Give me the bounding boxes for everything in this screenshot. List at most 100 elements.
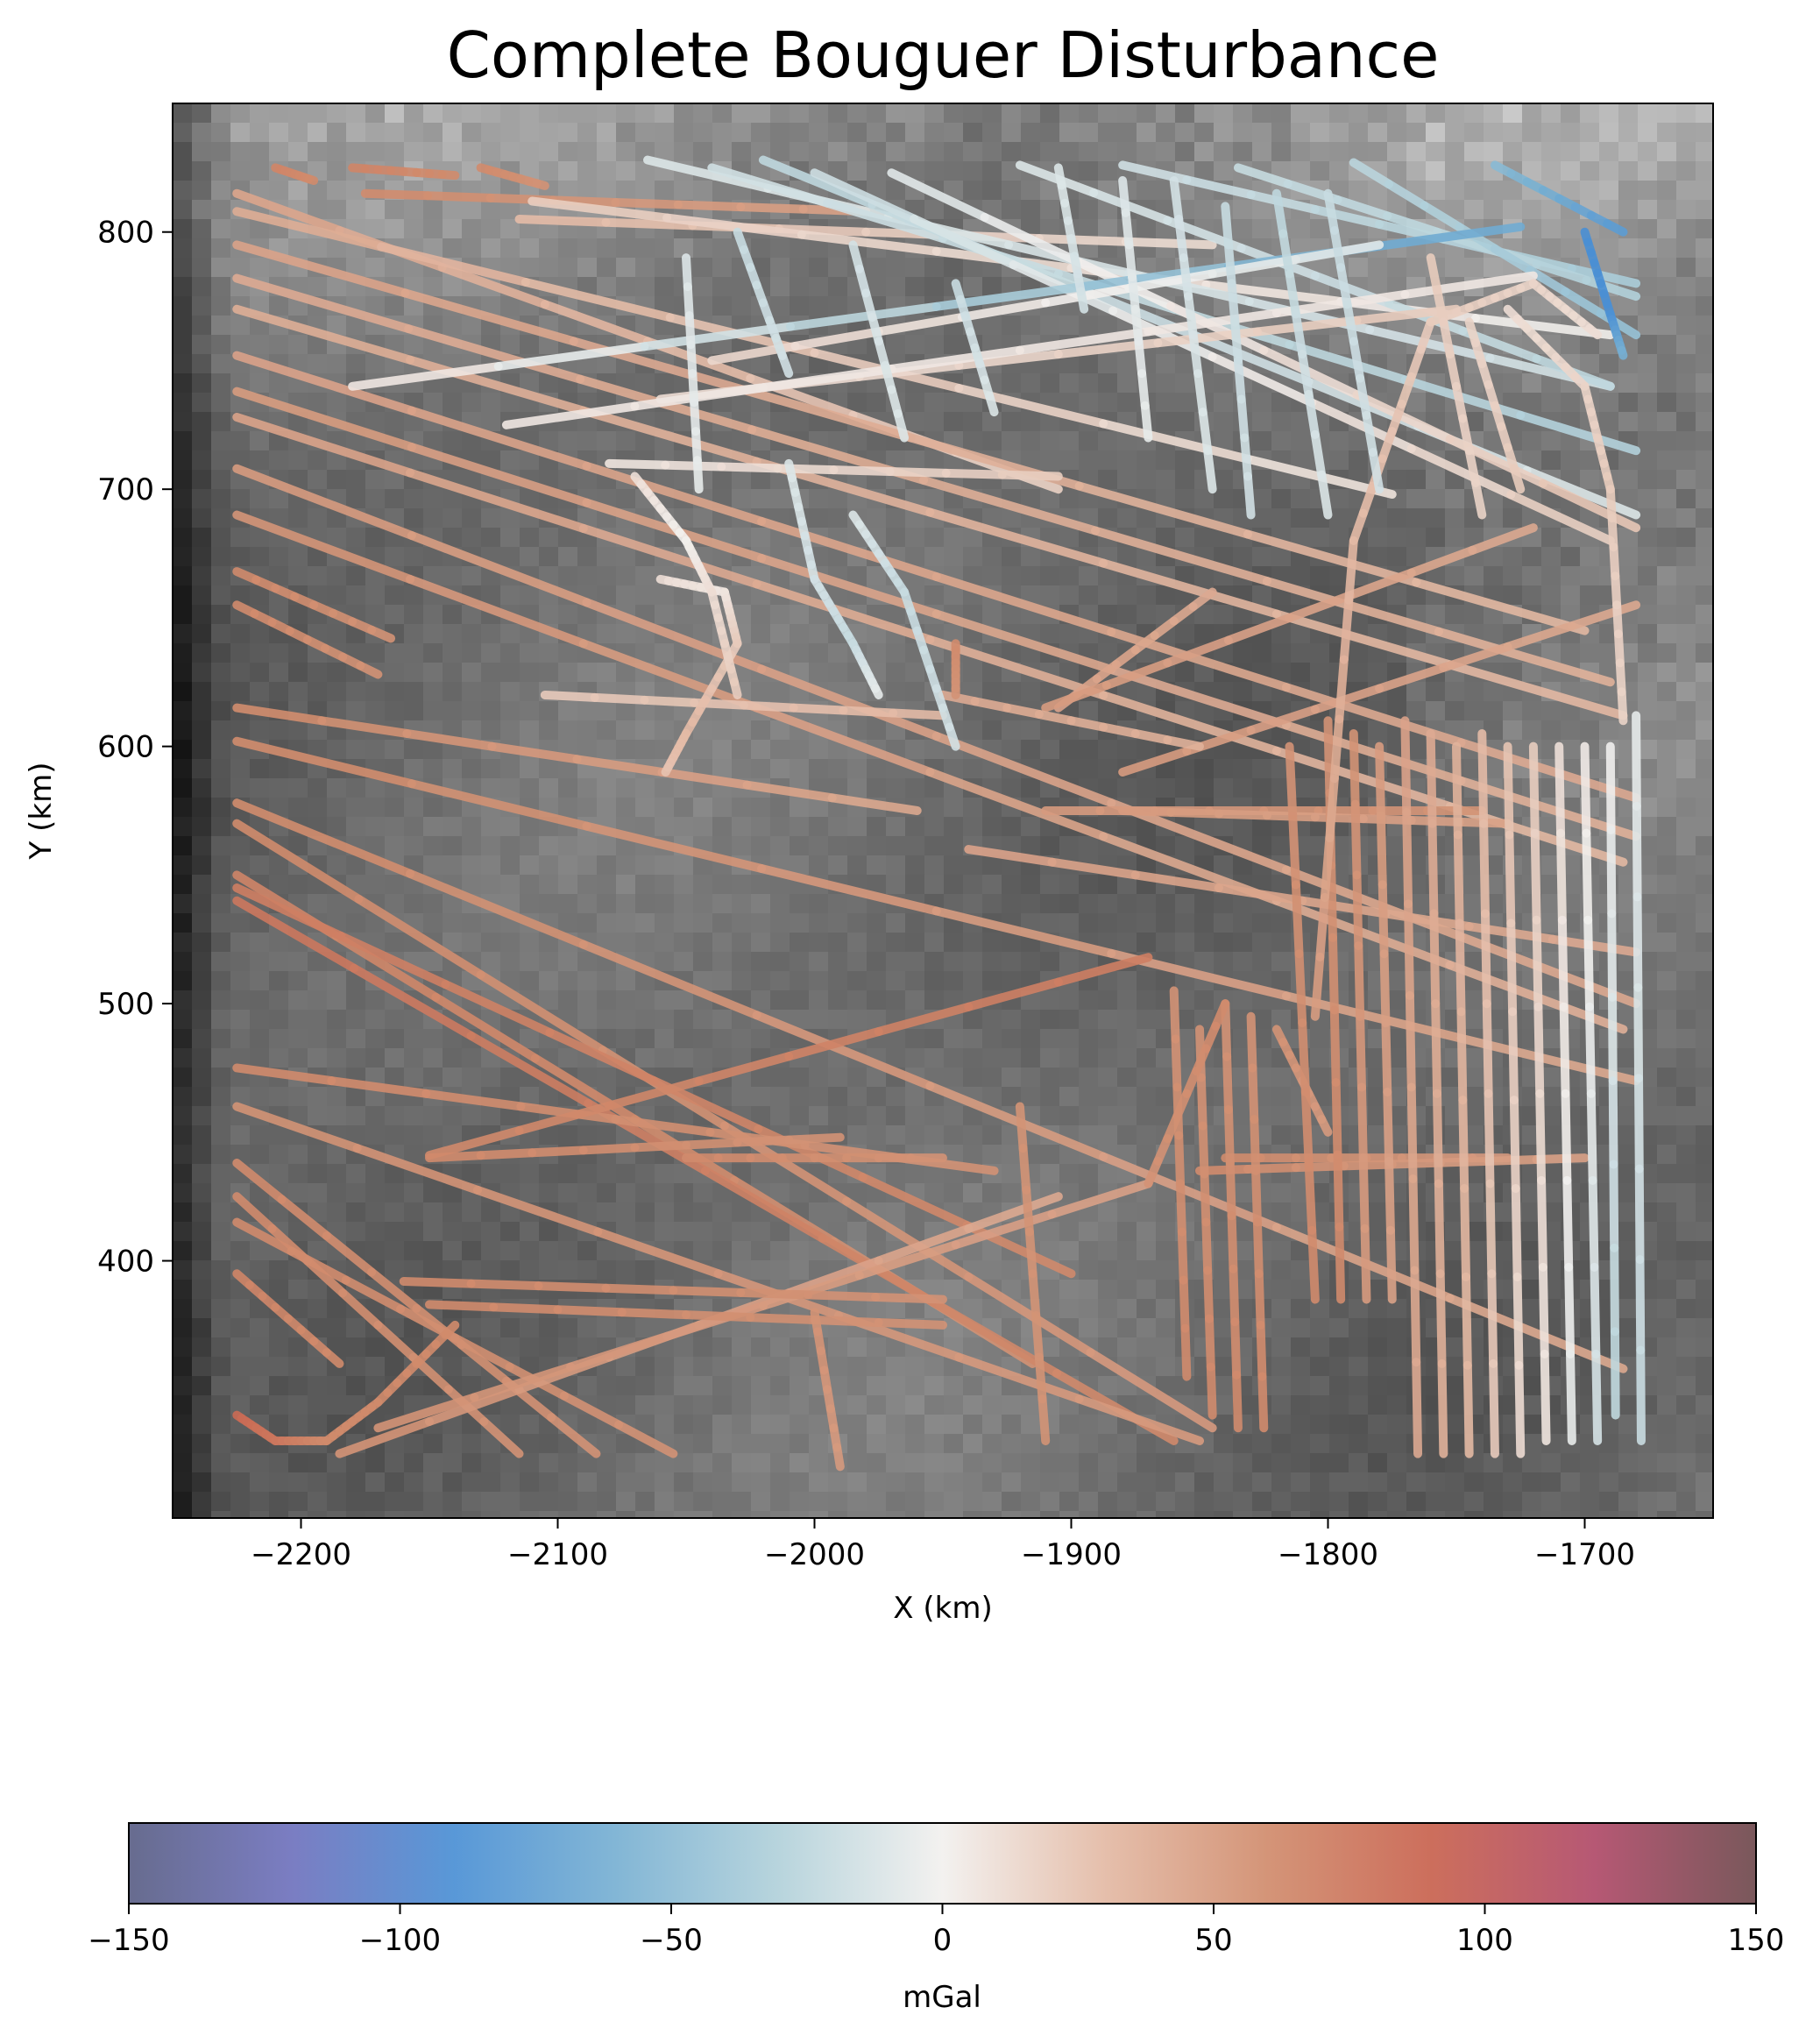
field-cell [404,605,424,625]
field-cell [1599,142,1619,162]
field-cell [712,952,733,972]
field-cell [1464,200,1484,220]
field-cell [597,798,617,818]
field-cell [211,1029,231,1049]
field-cell [1252,103,1272,124]
field-cell [1464,161,1484,181]
field-cell [655,933,675,953]
field-cell [443,393,463,413]
field-cell [1696,1125,1713,1146]
field-cell [1156,1222,1176,1242]
field-cell [1522,219,1542,239]
field-cell [1580,142,1600,162]
field-cell [1117,470,1137,490]
field-cell [1040,585,1060,606]
field-cell [385,1183,405,1203]
field-cell [847,566,868,586]
field-cell [1387,701,1407,721]
field-cell [1002,103,1022,124]
field-cell [1657,624,1677,644]
field-cell [1214,855,1234,876]
field-cell [423,238,443,259]
field-cell [1214,123,1234,143]
field-cell [1696,547,1713,567]
field-cell [173,990,193,1011]
field-cell [1040,894,1060,914]
field-cell [385,836,405,856]
field-cell [558,547,578,567]
field-cell [635,894,655,914]
field-cell [250,123,270,143]
field-cell [616,123,636,143]
field-cell [577,1202,598,1223]
field-cell [1349,103,1369,124]
field-cell [635,875,655,895]
field-cell [1233,1068,1253,1088]
field-cell [288,605,308,625]
field-cell [1137,913,1157,933]
field-cell [635,238,655,259]
field-cell [173,1010,193,1030]
field-cell [500,624,521,644]
field-cell [173,431,193,451]
field-cell [462,701,482,721]
field-cell [385,585,405,606]
field-cell [905,1260,925,1280]
field-cell [616,740,636,760]
field-cell [751,489,771,509]
field-cell [1696,316,1713,336]
field-cell [1002,1280,1022,1300]
field-cell [173,508,193,528]
field-cell [346,1125,366,1146]
field-cell [847,1068,868,1088]
field-cell [1310,161,1330,181]
field-cell [1696,161,1713,181]
field-cell [963,142,983,162]
field-cell [1387,123,1407,143]
field-cell [1098,103,1118,124]
field-cell [500,663,521,683]
field-cell [1464,990,1484,1011]
field-cell [1676,566,1696,586]
field-cell [1580,103,1600,124]
field-cell [635,431,655,451]
field-cell [1503,585,1523,606]
field-cell [269,1048,289,1068]
field-cell [404,643,424,663]
field-cell [1445,181,1465,201]
field-cell [1059,1164,1080,1184]
field-cell [732,585,752,606]
field-cell [905,913,925,933]
field-cell [963,1010,983,1030]
field-cell [346,200,366,220]
field-cell [982,952,1002,972]
field-cell [500,1222,521,1242]
field-cell [404,103,424,124]
field-cell [828,142,848,162]
field-cell [1676,1125,1696,1146]
field-cell [770,1106,790,1126]
field-cell [1618,1029,1639,1049]
field-cell [1098,759,1118,779]
field-cell [1271,971,1292,991]
field-cell [1696,836,1713,856]
field-cell [385,740,405,760]
field-cell [250,373,270,394]
field-cell [230,316,251,336]
field-cell [1657,1241,1677,1261]
field-cell [635,1029,655,1049]
field-cell [308,1106,328,1126]
field-cell [288,1280,308,1300]
field-cell [847,913,868,933]
field-cell [1271,1125,1292,1146]
field-cell [230,431,251,451]
field-cell [211,1299,231,1319]
field-cell [693,296,713,316]
field-cell [173,450,193,471]
field-cell [1271,1106,1292,1126]
field-cell [481,933,501,953]
field-cell [1233,1222,1253,1242]
field-cell [1657,740,1677,760]
field-cell [211,335,231,355]
field-cell [1291,1260,1311,1280]
